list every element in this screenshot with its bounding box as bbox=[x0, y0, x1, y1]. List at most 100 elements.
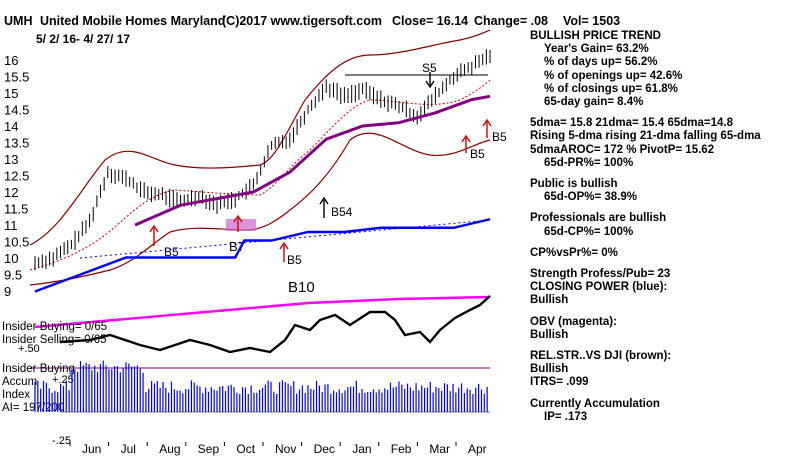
plus-50-label: +.50 bbox=[18, 343, 40, 355]
price-tick: 12 bbox=[4, 185, 18, 200]
obv-series bbox=[34, 295, 491, 329]
copyright-label: (C)2017 www.tigersoft.com bbox=[222, 14, 382, 28]
price-tick: 14 bbox=[4, 119, 18, 134]
obv-label: OBV (magenta): bbox=[530, 315, 617, 328]
signal-markers: B5 B7 B5 B10 B54 S5 B5 B5 bbox=[149, 61, 507, 296]
itrs-line: ITRS= .099 bbox=[530, 376, 589, 389]
signal-s5: S5 bbox=[422, 61, 437, 75]
signal-b5-1: B5 bbox=[164, 245, 179, 259]
month-label: Aug bbox=[159, 442, 180, 456]
ma65-series bbox=[134, 94, 491, 227]
price-tick: 14.5 bbox=[4, 103, 29, 118]
month-label: Jul bbox=[121, 442, 136, 456]
month-label: Jun bbox=[82, 442, 101, 456]
closing-power-value: Bullish bbox=[530, 294, 569, 307]
relstr-label: REL.STR..VS DJI (brown): bbox=[530, 350, 672, 363]
date-range: 5/ 2/ 16- 4/ 27/ 17 bbox=[36, 32, 130, 46]
signal-b5-3: B5 bbox=[470, 147, 485, 161]
upper-band bbox=[29, 29, 491, 246]
signal-arrow-b54 bbox=[319, 196, 329, 218]
month-label: Oct bbox=[236, 442, 255, 456]
insider-buying-label: Insider Buying= 0/65 bbox=[2, 321, 107, 333]
rising-line: Rising 5-dma rising 21-dma falling 65-dm… bbox=[530, 130, 761, 143]
signal-arrow-b5-3 bbox=[461, 134, 471, 153]
month-label: Jan bbox=[352, 442, 371, 456]
price-tick: 16 bbox=[4, 53, 18, 68]
accum-label-3: Index bbox=[2, 389, 30, 401]
signal-arrow-b5-1 bbox=[149, 224, 159, 246]
trend-title: BULLISH PRICE TREND bbox=[530, 30, 661, 42]
company-label: United Mobile Homes Maryland bbox=[40, 14, 225, 28]
month-axis: Jun Jul Aug Sep Oct Nov Dec Jan Feb Mar Apr bbox=[69, 442, 487, 456]
price-tick: 9 bbox=[4, 284, 11, 299]
cpvspr-line: CP%vsPr%= 0% bbox=[530, 246, 618, 259]
month-label: Nov bbox=[275, 442, 296, 456]
symbol-label: UMH bbox=[4, 14, 32, 28]
lower-cp-line bbox=[59, 295, 491, 354]
month-label: Dec bbox=[314, 442, 335, 456]
signal-b10: B10 bbox=[288, 279, 315, 296]
month-label: Feb bbox=[391, 442, 412, 456]
pct-days-up: % of days up= 56.2% bbox=[544, 56, 658, 69]
pr-line: 65d-PR%= 100% bbox=[544, 156, 634, 169]
price-tick: 15 bbox=[4, 86, 18, 101]
month-label: Apr bbox=[468, 442, 487, 456]
vol-label: Vol= 1503 bbox=[563, 14, 620, 28]
accum-label-1: Insider Buying bbox=[2, 363, 75, 375]
closing-power-series bbox=[34, 218, 491, 293]
signal-arrow-b7 bbox=[233, 214, 243, 232]
month-label: Mar bbox=[429, 442, 450, 456]
month-label: Sep bbox=[198, 442, 220, 456]
price-tick: 15.5 bbox=[4, 70, 29, 85]
closing-power-label: CLOSING POWER (blue): bbox=[530, 281, 668, 294]
ma21-line bbox=[29, 79, 491, 271]
plus-25-label: +.25 bbox=[52, 374, 74, 386]
price-tick: 9.5 bbox=[4, 268, 22, 283]
consolidation-zone bbox=[226, 219, 256, 231]
price-series bbox=[34, 49, 491, 271]
price-tick: 10 bbox=[4, 251, 18, 266]
close-label: Close= 16.14 bbox=[392, 14, 468, 28]
ma65-line bbox=[134, 94, 491, 227]
cp-line: 65d-CP%= 100% bbox=[544, 225, 634, 238]
signal-arrow-b5-4 bbox=[482, 118, 492, 138]
cp-trendline bbox=[79, 219, 491, 259]
lower-band bbox=[29, 132, 491, 286]
accum-status: Currently Accumulation bbox=[530, 397, 660, 410]
accumulation-histogram bbox=[34, 360, 488, 412]
price-tick: 13.5 bbox=[4, 136, 29, 151]
insider-selling-label: Insider Selling= 0/65 bbox=[2, 334, 107, 346]
ip-line: IP= .173 bbox=[544, 410, 588, 423]
years-gain: Year's Gain= 63.2% bbox=[544, 43, 649, 56]
signal-arrow-s5 bbox=[425, 72, 435, 89]
signal-arrow-b5-2 bbox=[279, 241, 289, 262]
public-line: Public is bullish bbox=[530, 178, 618, 191]
relstr-value: Bullish bbox=[530, 363, 569, 376]
pct-openings-up: % of openings up= 42.6% bbox=[544, 69, 683, 82]
closing-power-line bbox=[34, 218, 491, 293]
obv-value: Bullish bbox=[530, 328, 569, 341]
accum-label-2: Accum bbox=[2, 376, 37, 388]
price-tick: 11.5 bbox=[4, 202, 28, 217]
aroc-line: 5dmaAROC= 172 % PivotP= 15.62 bbox=[530, 143, 715, 156]
change-label: Change= .08 bbox=[474, 14, 548, 28]
price-axis: 16 15.515 14.514 13.513 12.512 11.511 10.510 9.… bbox=[4, 53, 29, 299]
price-bands bbox=[29, 29, 491, 286]
op-line: 65d-OP%= 38.9% bbox=[544, 191, 638, 204]
pct-closings-up: % of closings up= 61.8% bbox=[544, 82, 678, 95]
obv-line bbox=[34, 295, 491, 329]
gain-65: 65-day gain= 8.4% bbox=[544, 96, 644, 109]
price-tick: 10.5 bbox=[4, 235, 29, 250]
price-tick: 11 bbox=[4, 218, 18, 233]
signal-b5-2: B5 bbox=[287, 253, 302, 267]
signal-b5-4: B5 bbox=[492, 130, 507, 144]
professionals-line: Professionals are bullish bbox=[530, 212, 667, 225]
minus-25-label: -.25 bbox=[52, 435, 71, 447]
strength-line: Strength Profess/Pub= 23 bbox=[530, 268, 671, 281]
stats-sidebar: BULLISH PRICE TREND Year's Gain= 63.2% %… bbox=[530, 30, 798, 424]
signal-b54: B54 bbox=[331, 205, 353, 219]
dma-line: 5dma= 15.8 21dma= 15.4 65dma=14.8 bbox=[530, 117, 733, 130]
price-tick: 12.5 bbox=[4, 169, 29, 184]
